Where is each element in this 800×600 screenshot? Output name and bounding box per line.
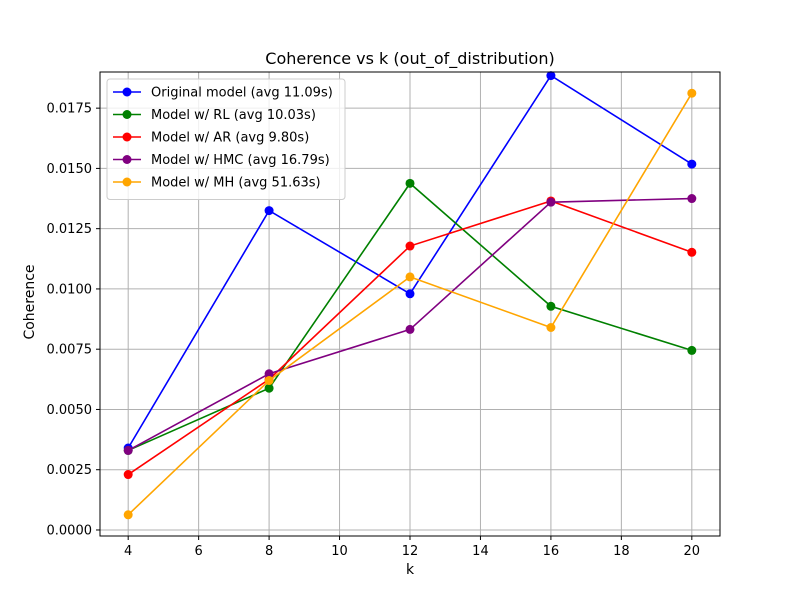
data-point	[405, 324, 415, 334]
legend-label: Model w/ MH (avg 51.63s)	[151, 176, 321, 191]
y-tick-label: 0.0125	[47, 222, 93, 237]
data-point	[687, 194, 697, 204]
legend-label: Original model (avg 11.09s)	[151, 86, 333, 101]
x-tick-label: 12	[402, 544, 419, 559]
series-3	[123, 194, 697, 455]
legend: Original model (avg 11.09s) Model w/ RL (…	[106, 78, 346, 200]
y-axis-ticks: 0.0000 0.0025 0.0050 0.0075 0.0100 0.0125 0.01…	[47, 102, 100, 538]
legend-swatch-marker	[122, 110, 132, 119]
data-point	[264, 383, 274, 393]
chart-title: Coherence vs k (out_of_distribution)	[265, 49, 554, 69]
data-point	[687, 345, 697, 355]
data-point	[264, 369, 274, 379]
legend-label: Model w/ RL (avg 10.03s)	[151, 108, 316, 123]
data-point	[546, 301, 556, 311]
legend-label: Model w/ AR (avg 9.80s)	[151, 131, 309, 146]
data-point	[687, 88, 697, 98]
x-axis-ticks: 4 6 8 10 12 14 16 18 20	[124, 536, 700, 559]
data-point	[123, 510, 133, 520]
y-axis-label: Coherence	[22, 264, 38, 339]
legend-swatch-marker	[122, 177, 132, 187]
legend-entry: Model w/ HMC (avg 16.79s)	[113, 153, 330, 168]
y-tick-label: 0.0025	[47, 463, 93, 478]
data-point	[546, 323, 556, 333]
series-layer	[123, 71, 697, 520]
legend-entry: Model w/ RL (avg 10.03s)	[113, 108, 316, 123]
legend-entry: Model w/ AR (avg 9.80s)	[113, 131, 309, 146]
x-axis-label: k	[406, 562, 415, 578]
x-tick-label: 6	[194, 544, 202, 559]
x-tick-label: 16	[543, 544, 560, 559]
x-tick-label: 14	[472, 544, 489, 559]
data-point	[405, 178, 415, 188]
y-tick-label: 0.0175	[47, 102, 93, 117]
x-tick-label: 10	[331, 544, 348, 559]
data-point	[405, 241, 415, 251]
data-point	[405, 272, 415, 282]
data-point	[546, 71, 556, 81]
legend-label: Model w/ HMC (avg 16.79s)	[151, 153, 330, 168]
data-point	[687, 247, 697, 257]
legend-swatch-marker	[122, 155, 132, 164]
y-tick-label: 0.0100	[47, 282, 93, 297]
y-tick-label: 0.0150	[47, 162, 93, 177]
legend-entry: Model w/ MH (avg 51.63s)	[113, 176, 321, 191]
y-tick-label: 0.0050	[47, 403, 93, 418]
data-point	[264, 376, 274, 386]
y-tick-label: 0.0000	[47, 523, 93, 538]
x-tick-label: 18	[613, 544, 630, 559]
legend-swatch-marker	[122, 132, 132, 142]
y-tick-label: 0.0075	[47, 343, 93, 358]
data-point	[264, 206, 274, 216]
data-point	[123, 445, 133, 455]
x-tick-label: 20	[684, 544, 701, 559]
legend-box	[106, 78, 346, 200]
series-4	[123, 88, 697, 520]
x-tick-label: 8	[265, 544, 273, 559]
x-tick-label: 4	[124, 544, 132, 559]
data-point	[546, 197, 556, 207]
legend-swatch-marker	[122, 87, 132, 97]
data-point	[123, 470, 133, 480]
data-point	[687, 159, 697, 169]
legend-entry: Original model (avg 11.09s)	[113, 86, 333, 101]
data-point	[405, 289, 415, 299]
